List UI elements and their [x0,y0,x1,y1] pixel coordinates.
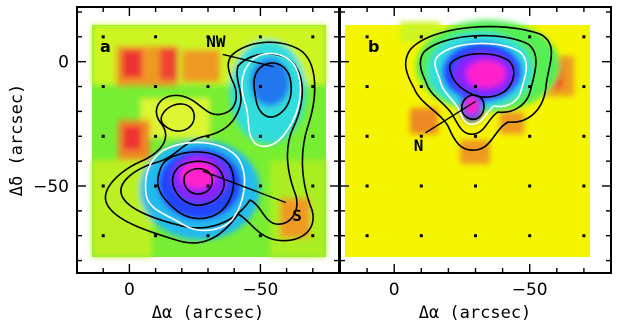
panel-b-xlabel: Δα (arcsec) [419,303,532,323]
y-tick-label: −50 [33,177,69,197]
grid-dot [311,35,314,38]
grid-dot [259,234,262,237]
grid-dot [528,135,531,138]
grid-dot [420,85,423,88]
grid-dot [207,85,210,88]
grid-dot [259,35,262,38]
grid-dot [366,135,369,138]
grid-dot [582,184,585,187]
grid-dot [259,184,262,187]
grid-dot [528,184,531,187]
grid-dot [420,234,423,237]
grid-dot [474,234,477,237]
panel-b-map [345,20,590,257]
grid-dot [582,234,585,237]
panel-a-annotation-nw: NW [206,32,226,51]
panel-a: a NW S [77,7,339,273]
grid-dot [474,184,477,187]
grid-dot [207,135,210,138]
grid-dot [366,234,369,237]
grid-dot [582,85,585,88]
grid-dot [102,234,105,237]
grid-dot [311,184,314,187]
grid-dot [154,35,157,38]
grid-dot [102,85,105,88]
grid-dot [207,234,210,237]
panel-b: b N [340,7,611,273]
grid-dot [154,135,157,138]
grid-dot [102,184,105,187]
grid-dot [259,135,262,138]
grid-dot [154,234,157,237]
y-tick-label: 0 [58,53,69,73]
x-tick-label: 0 [124,280,135,300]
grid-dot [528,85,531,88]
grid-dot [366,85,369,88]
grid-dot [528,234,531,237]
x-tick-label: −50 [512,280,548,300]
panel-a-label: a [100,37,111,56]
x-tick-label: 0 [389,280,400,300]
grid-dot [420,184,423,187]
grid-dot [474,35,477,38]
grid-dot [474,135,477,138]
grid-dot [311,234,314,237]
grid-dot [366,184,369,187]
grid-dot [311,135,314,138]
panel-a-ylabel: Δδ (arcsec) [7,84,27,197]
grid-dot [259,85,262,88]
grid-dot [207,184,210,187]
grid-dot [420,35,423,38]
grid-dot [474,85,477,88]
grid-dot [154,184,157,187]
grid-dot [102,135,105,138]
panel-a-xlabel: Δα (arcsec) [152,303,265,323]
x-tick-label: −50 [242,280,278,300]
grid-dot [154,85,157,88]
grid-dot [311,85,314,88]
grid-dot [582,135,585,138]
panel-a-map [92,25,326,257]
panel-a-annotation-s: S [292,206,302,225]
panel-b-label: b [368,37,379,56]
panel-b-annotation-n: N [414,136,424,155]
grid-dot [582,35,585,38]
grid-dot [528,35,531,38]
